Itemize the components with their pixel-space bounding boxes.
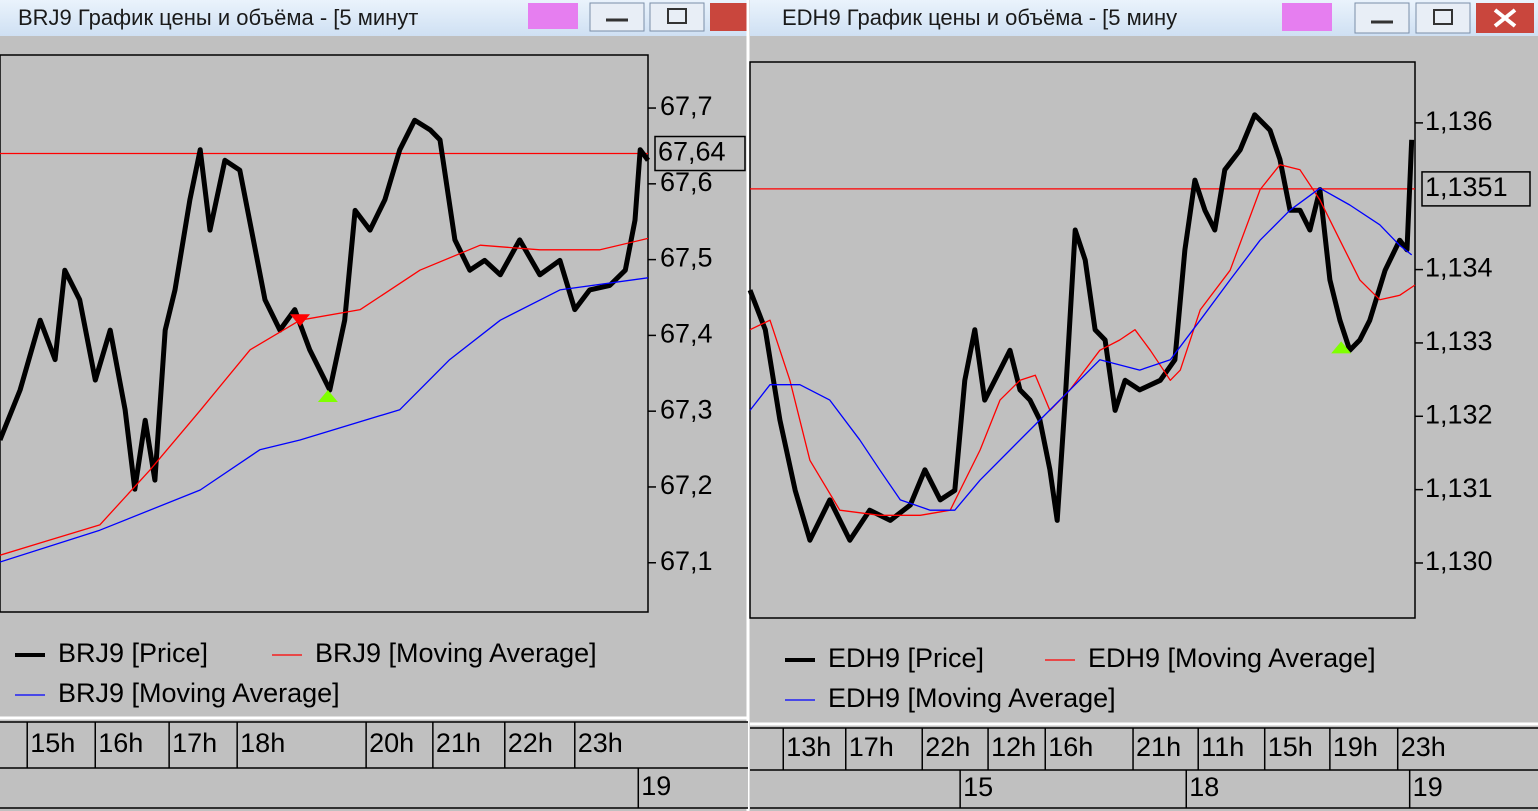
series-line bbox=[747, 112, 1415, 543]
link-button[interactable] bbox=[528, 3, 578, 29]
y-tick-label: 67,2 bbox=[660, 470, 713, 500]
y-tick-label: 67,6 bbox=[660, 167, 713, 197]
maximize-icon bbox=[667, 8, 687, 24]
minimize-button[interactable] bbox=[589, 2, 645, 32]
minimize-button[interactable] bbox=[1354, 2, 1410, 34]
time-axis bbox=[0, 722, 748, 808]
legend-label: EDH9 [Moving Average] bbox=[1088, 643, 1376, 673]
y-tick-label: 1,136 bbox=[1425, 106, 1493, 136]
x-tick-label: 22h bbox=[925, 732, 970, 762]
series-line bbox=[749, 164, 1416, 516]
signal-marker bbox=[290, 314, 311, 327]
x-tick-label: 18h bbox=[240, 728, 285, 758]
maximize-button[interactable] bbox=[1415, 2, 1471, 34]
last-price-label: 1,1351 bbox=[1425, 172, 1508, 202]
x-tick-label: 13h bbox=[786, 732, 831, 762]
signal-marker bbox=[317, 390, 338, 403]
y-tick-label: 1,131 bbox=[1425, 473, 1493, 503]
plot-area bbox=[0, 54, 649, 613]
date-tick-label: 19 bbox=[1413, 772, 1443, 802]
maximize-button[interactable] bbox=[649, 2, 705, 32]
window-title: BRJ9 График цены и объёма - [5 минут bbox=[18, 5, 418, 30]
y-tick-label: 67,3 bbox=[660, 394, 713, 424]
legend-label: BRJ9 [Moving Average] bbox=[58, 678, 340, 708]
x-tick-label: 17h bbox=[849, 732, 894, 762]
y-tick-label: 1,134 bbox=[1425, 253, 1493, 283]
close-icon bbox=[1493, 8, 1517, 28]
x-tick-label: 23h bbox=[578, 728, 623, 758]
x-tick-label: 15h bbox=[30, 728, 75, 758]
x-tick-label: 11h bbox=[1201, 732, 1244, 762]
last-price-box bbox=[1421, 171, 1531, 207]
time-axis bbox=[750, 728, 1538, 808]
x-tick-label: 23h bbox=[1401, 732, 1446, 762]
link-button[interactable] bbox=[1282, 3, 1332, 31]
series-line bbox=[0, 117, 651, 492]
y-tick-label: 1,130 bbox=[1425, 546, 1493, 576]
close-button[interactable] bbox=[710, 3, 748, 31]
legend-label: BRJ9 [Moving Average] bbox=[315, 638, 597, 668]
x-tick-label: 17h bbox=[172, 728, 217, 758]
maximize-icon bbox=[1433, 9, 1453, 25]
date-tick-label: 15 bbox=[963, 772, 993, 802]
date-tick-label: 19 bbox=[641, 771, 671, 801]
y-tick-label: 67,1 bbox=[660, 546, 713, 576]
x-tick-label: 22h bbox=[508, 728, 553, 758]
date-tick-label: 18 bbox=[1189, 772, 1219, 802]
x-tick-label: 19h bbox=[1333, 732, 1378, 762]
x-tick-label: 12h bbox=[991, 732, 1036, 762]
y-tick-label: 67,7 bbox=[660, 91, 713, 121]
x-tick-label: 21h bbox=[436, 728, 481, 758]
x-tick-label: 16h bbox=[98, 728, 143, 758]
x-tick-label: 16h bbox=[1048, 732, 1093, 762]
y-tick-label: 1,133 bbox=[1425, 326, 1493, 356]
y-tick-label: 67,4 bbox=[660, 319, 713, 349]
y-tick-label: 1,132 bbox=[1425, 399, 1493, 429]
signal-marker bbox=[1331, 341, 1352, 354]
legend-label: BRJ9 [Price] bbox=[58, 638, 208, 668]
last-price-label: 67,64 bbox=[658, 137, 726, 167]
x-tick-label: 20h bbox=[369, 728, 414, 758]
window-title: EDH9 График цены и объёма - [5 мину bbox=[782, 5, 1177, 30]
series-line bbox=[749, 187, 1413, 511]
legend-label: EDH9 [Price] bbox=[828, 643, 984, 673]
legend-label: EDH9 [Moving Average] bbox=[828, 683, 1116, 713]
y-tick-label: 67,5 bbox=[660, 243, 713, 273]
x-tick-label: 15h bbox=[1268, 732, 1313, 762]
last-price-box bbox=[654, 135, 746, 172]
x-tick-label: 21h bbox=[1136, 732, 1181, 762]
series-line bbox=[0, 277, 649, 563]
